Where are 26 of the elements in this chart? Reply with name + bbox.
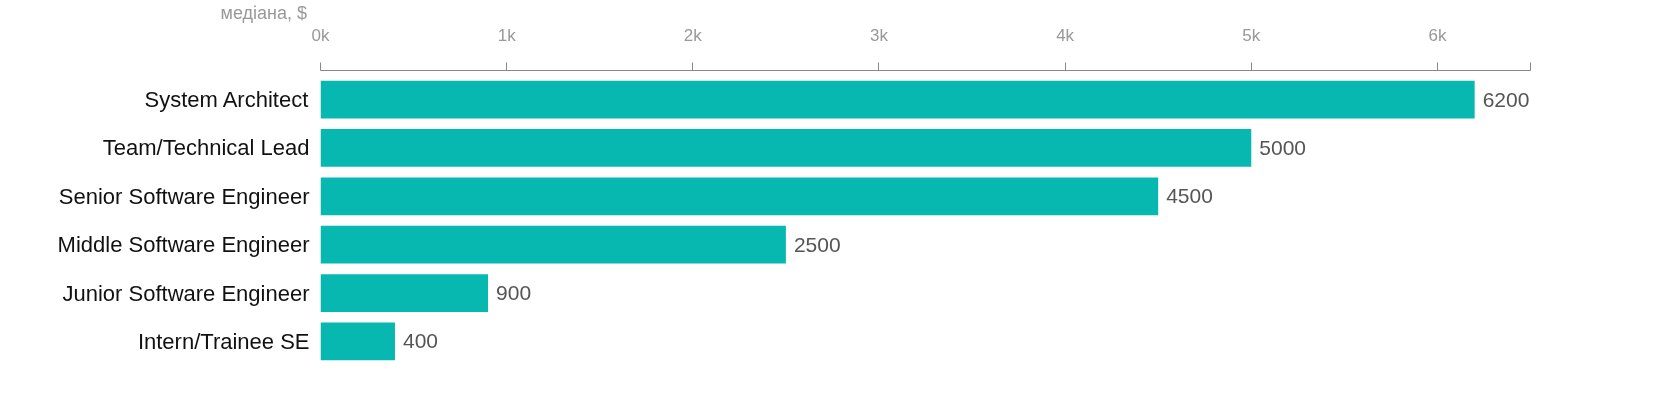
bar xyxy=(320,177,1159,216)
y-tick-label: Intern/Trainee SE xyxy=(137,328,310,354)
y-tick-label: Senior Software Engineer xyxy=(58,183,310,209)
data-label: 4500 xyxy=(1166,184,1213,208)
bar xyxy=(320,322,395,361)
data-label: 2500 xyxy=(793,232,841,256)
bar xyxy=(320,274,489,312)
x-tick-label: 1k xyxy=(497,25,517,45)
y-tick-label: Team/Technical Lead xyxy=(102,135,310,161)
x-tick-label: 5k xyxy=(1242,25,1261,45)
x-tick-label: 0k xyxy=(311,25,330,45)
bar xyxy=(320,80,1475,119)
y-tick-label: Middle Software Engineer xyxy=(57,232,310,258)
x-tick-label: 6k xyxy=(1428,25,1447,45)
bar xyxy=(320,129,1252,167)
y-tick-label: System Architect xyxy=(144,87,309,113)
x-tick-label: 4k xyxy=(1056,25,1075,45)
x-tick-label: 2k xyxy=(683,25,703,45)
data-label: 5000 xyxy=(1259,135,1306,159)
data-label: 400 xyxy=(402,329,439,353)
x-axis-title: медіана, $ xyxy=(220,2,307,23)
x-tick-label: 3k xyxy=(869,25,889,45)
data-label: 6200 xyxy=(1482,87,1530,111)
y-tick-label: Junior Software Engineer xyxy=(62,280,310,306)
data-label: 900 xyxy=(496,281,532,305)
bar xyxy=(320,225,786,264)
